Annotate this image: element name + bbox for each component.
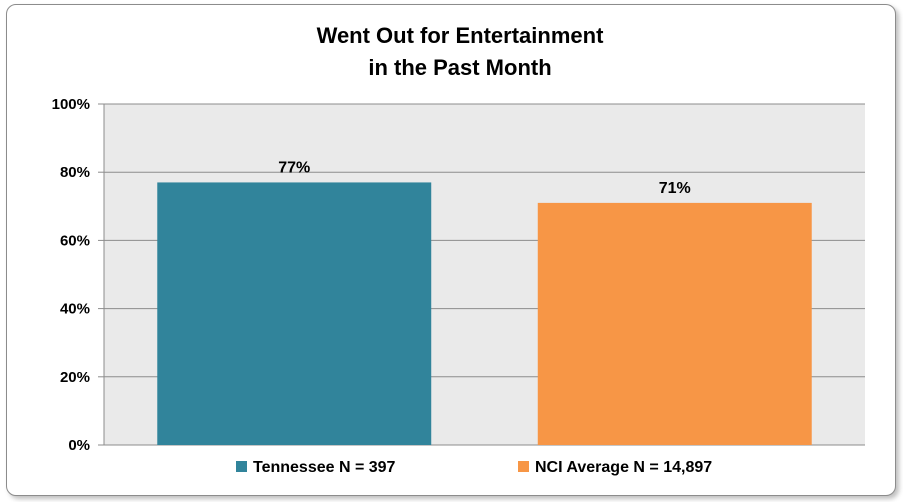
data-label: 71% xyxy=(659,180,691,197)
y-tick-label: 100% xyxy=(52,96,90,113)
legend-swatch xyxy=(518,461,529,472)
legend-label: NCI Average N = 14,897 xyxy=(535,459,712,476)
legend-label: Tennessee N = 397 xyxy=(253,459,396,476)
y-tick-label: 0% xyxy=(68,437,90,454)
chart-title-line-2: in the Past Month xyxy=(368,55,551,80)
bar xyxy=(157,182,432,445)
legend: Tennessee N = 397 NCI Average N = 14,897 xyxy=(236,459,712,476)
bars: 77% 71% xyxy=(157,159,812,445)
legend-swatch xyxy=(236,461,247,472)
data-label: 77% xyxy=(278,159,310,176)
y-tick-label: 40% xyxy=(60,301,90,318)
y-tick-label: 60% xyxy=(60,232,90,249)
bar xyxy=(537,202,812,445)
y-tick-label: 80% xyxy=(60,164,90,181)
y-tick-label: 20% xyxy=(60,369,90,386)
chart-title-line-1: Went Out for Entertainment xyxy=(317,23,604,48)
